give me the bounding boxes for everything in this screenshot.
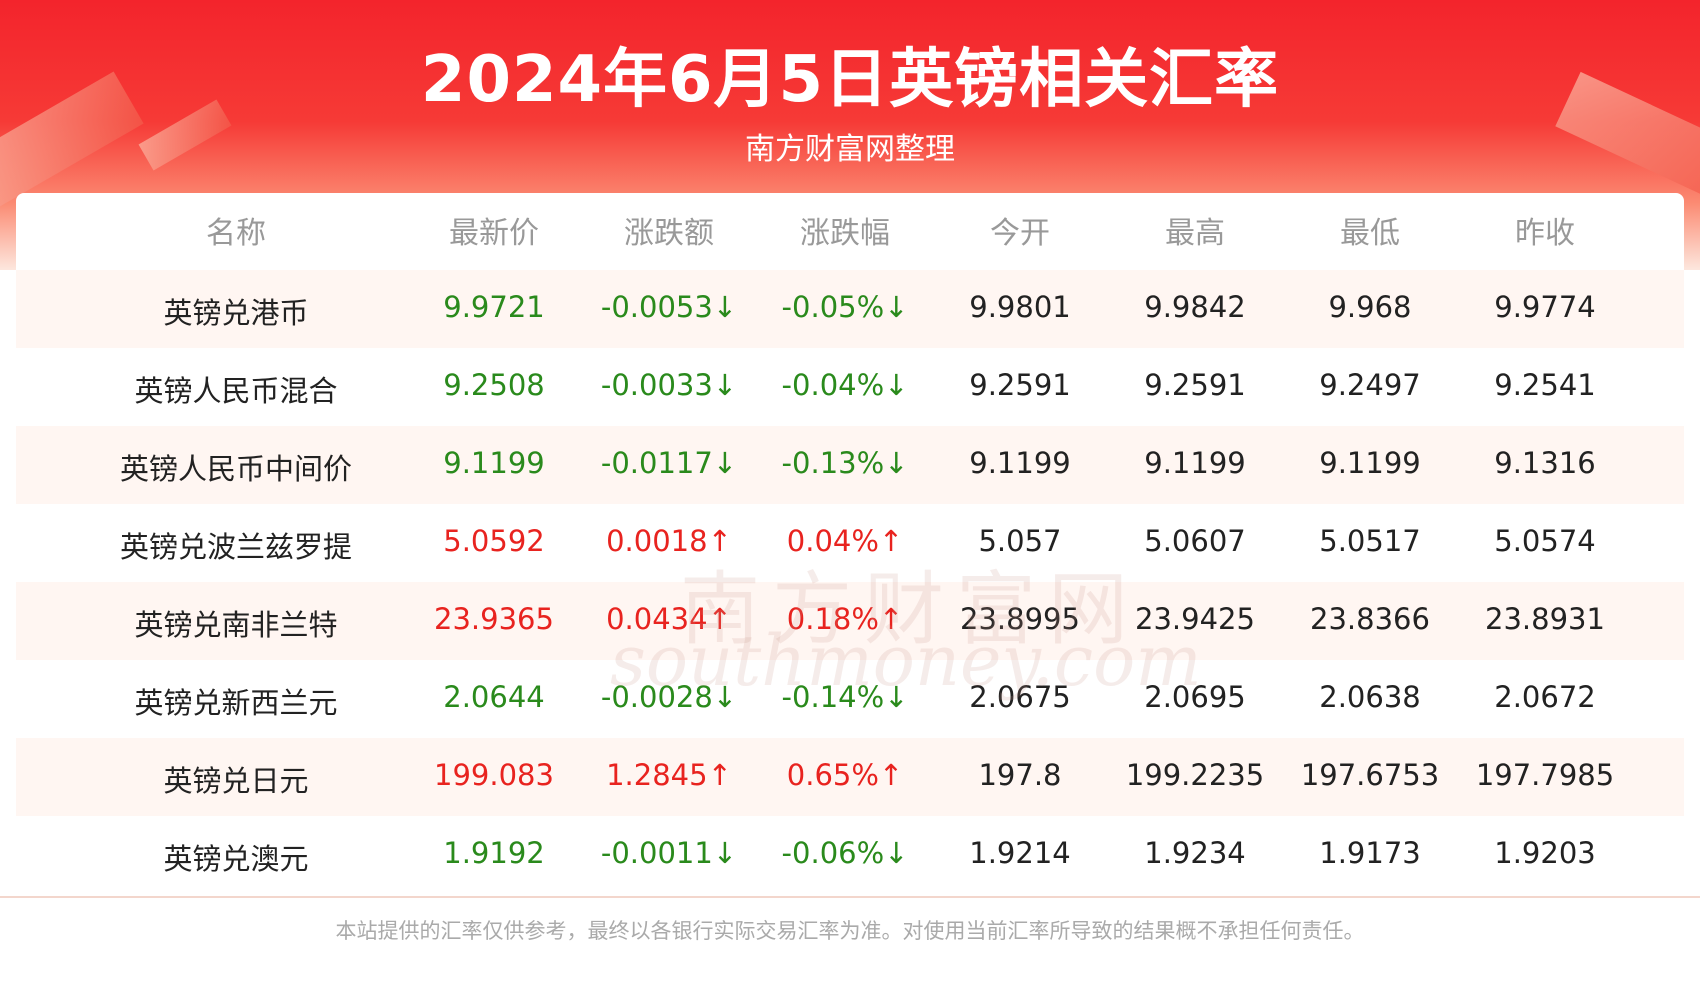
cell-value: 197.7985 [1475, 758, 1615, 792]
separator [0, 896, 1700, 898]
cell-value: 1.9234 [1144, 836, 1246, 870]
cell-value: 1.9203 [1494, 836, 1596, 870]
footer-note: 本站提供的汇率仅供参考，最终以各银行实际交易汇率为准。对使用当前汇率所导致的结果… [335, 919, 1365, 943]
cell-value: 23.9425 [1135, 602, 1255, 636]
cell-value: -0.13%↓ [781, 446, 909, 480]
cell-value: 9.1199 [443, 446, 545, 480]
cell-value: 23.8931 [1485, 602, 1605, 636]
row-name: 英镑兑日元 [163, 764, 309, 798]
column-header: 涨跌幅 [800, 216, 890, 251]
column-header: 名称 [206, 216, 266, 251]
column-header: 今开 [990, 216, 1050, 251]
cell-value: 0.0434↑ [606, 602, 732, 636]
row-name: 英镑兑南非兰特 [134, 608, 338, 642]
cell-value: 197.8 [978, 758, 1062, 792]
cell-value: 9.2497 [1319, 368, 1421, 402]
row-background [16, 738, 1684, 816]
cell-value: -0.0053↓ [600, 290, 738, 324]
column-header: 涨跌额 [624, 216, 714, 251]
cell-value: 1.9192 [443, 836, 545, 870]
cell-value: 199.2235 [1125, 758, 1265, 792]
cell-value: 2.0675 [969, 680, 1071, 714]
cell-value: 2.0638 [1319, 680, 1421, 714]
cell-value: 5.0517 [1319, 524, 1421, 558]
row-name: 英镑人民币中间价 [119, 452, 353, 486]
cell-value: -0.0028↓ [600, 680, 738, 714]
cell-value: 5.0574 [1494, 524, 1596, 558]
cell-value: 2.0695 [1144, 680, 1246, 714]
cell-value: 23.8366 [1310, 602, 1430, 636]
cell-value: 9.1199 [1319, 446, 1421, 480]
cell-value: 5.0607 [1144, 524, 1246, 558]
column-header: 最高 [1165, 216, 1225, 251]
cell-value: -0.06%↓ [781, 836, 909, 870]
cell-value: -0.0033↓ [600, 368, 738, 402]
cell-value: 1.2845↑ [606, 758, 732, 792]
cell-value: -0.0011↓ [600, 836, 738, 870]
cell-value: 23.9365 [434, 602, 554, 636]
watermark: 南方财富网 [680, 563, 1140, 656]
cell-value: -0.0117↓ [600, 446, 738, 480]
cell-value: 0.04%↑ [786, 524, 904, 558]
row-name: 英镑兑波兰兹罗提 [119, 530, 353, 564]
row-background [16, 582, 1684, 660]
row-background [16, 270, 1684, 348]
cell-value: 5.0592 [443, 524, 545, 558]
cell-value: -0.04%↓ [781, 368, 909, 402]
cell-value: 0.65%↑ [786, 758, 904, 792]
cell-value: 5.057 [978, 524, 1062, 558]
cell-value: 1.9173 [1319, 836, 1421, 870]
cell-value: 9.968 [1328, 290, 1412, 324]
cell-value: 9.1199 [969, 446, 1071, 480]
cell-value: 0.0018↑ [606, 524, 732, 558]
cell-value: 9.2508 [443, 368, 545, 402]
row-name: 英镑兑新西兰元 [134, 686, 338, 720]
subtitle: 南方财富网整理 [745, 132, 955, 167]
cell-value: 9.9721 [443, 290, 545, 324]
column-header: 最低 [1340, 216, 1400, 251]
cell-value: -0.14%↓ [781, 680, 909, 714]
column-header: 最新价 [449, 216, 539, 251]
cell-value: 2.0672 [1494, 680, 1596, 714]
column-header: 昨收 [1515, 216, 1575, 251]
row-name: 英镑人民币混合 [134, 374, 338, 408]
cell-value: -0.05%↓ [781, 290, 909, 324]
watermark: southmoney.com [610, 620, 1202, 702]
cell-value: 9.2591 [969, 368, 1071, 402]
row-name: 英镑兑澳元 [163, 842, 309, 876]
cell-value: 9.1199 [1144, 446, 1246, 480]
cell-value: 9.2591 [1144, 368, 1246, 402]
cell-value: 9.9774 [1494, 290, 1596, 324]
row-background [16, 426, 1684, 504]
cell-value: 197.6753 [1300, 758, 1440, 792]
row-name: 英镑兑港币 [163, 296, 309, 330]
cell-value: 9.9801 [969, 290, 1071, 324]
cell-value: 0.18%↑ [786, 602, 904, 636]
cell-value: 9.1316 [1494, 446, 1596, 480]
cell-value: 23.8995 [960, 602, 1080, 636]
cell-value: 199.083 [434, 758, 554, 792]
cell-value: 9.9842 [1144, 290, 1246, 324]
cell-value: 1.9214 [969, 836, 1071, 870]
cell-value: 2.0644 [443, 680, 545, 714]
title: 2024年6月5日英镑相关汇率 [420, 43, 1280, 117]
cell-value: 9.2541 [1494, 368, 1596, 402]
